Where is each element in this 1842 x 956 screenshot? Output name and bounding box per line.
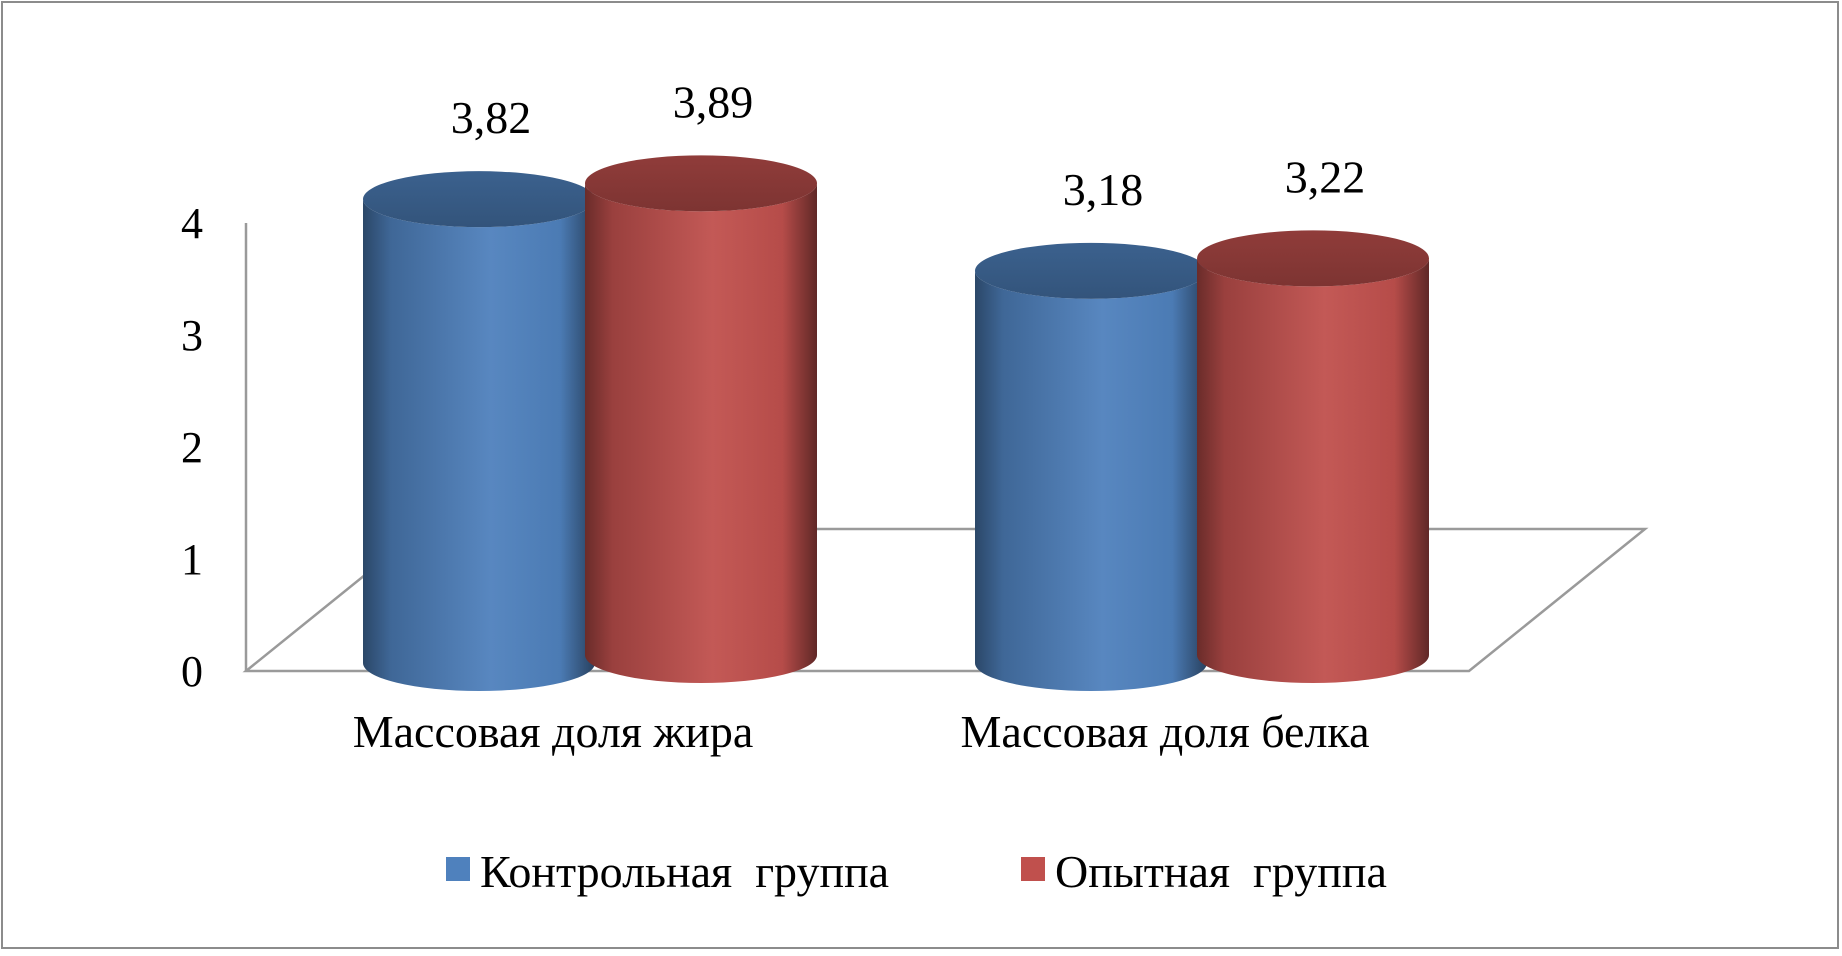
legend-swatch [1021,857,1045,881]
y-tick-label: 2 [181,423,203,472]
chart-svg: 0 1 2 3 4 3,82 3,89 3,18 3,22 Массовая доля жир… [181,76,1649,897]
bar-1-0 [975,270,1207,691]
y-tick-label: 3 [181,311,203,360]
y-tick-label: 1 [181,535,203,584]
data-label-0-1: 3,89 [673,76,754,127]
legend-label: Контрольная группа [480,846,889,897]
bar-1-1 [1197,258,1429,683]
bars [363,155,1429,691]
y-tick-label: 4 [181,199,203,248]
legend: Контрольная группа Опытная группа [446,846,1387,897]
category-label: Массовая доля жира [353,706,754,757]
bar-0-1 [585,183,817,683]
data-labels: 3,82 3,89 3,18 3,22 [451,76,1366,215]
y-tick-labels: 0 1 2 3 4 [181,199,203,696]
bar-top-0-1 [585,155,817,212]
data-label-1-1: 3,22 [1285,151,1366,202]
category-labels: Массовая доля жира Массовая доля белка [353,706,1370,757]
data-label-1-0: 3,18 [1063,164,1144,215]
bar-0-0 [363,199,595,691]
bar-top-1-1 [1197,230,1429,287]
legend-swatch [446,857,470,881]
data-label-0-0: 3,82 [451,92,532,143]
category-label: Массовая доля белка [961,706,1370,757]
bar-top-1-0 [975,242,1207,299]
bar-top-0-0 [363,171,595,228]
y-tick-label: 0 [181,647,203,696]
legend-label: Опытная группа [1055,846,1387,897]
